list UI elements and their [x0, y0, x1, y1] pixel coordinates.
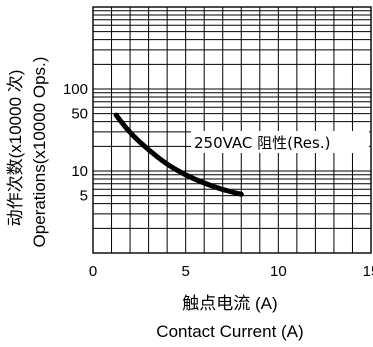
x-tick-label: 10: [270, 263, 287, 280]
series-layer: [113, 112, 244, 197]
y-tick-label: 100: [63, 81, 88, 98]
y-tick-label: 10: [71, 163, 88, 180]
y-axis-title-english: Operations(x10000 Ops.): [30, 57, 49, 248]
y-axis-title-chinese: 动作次数(x10000 次): [6, 70, 25, 227]
x-tick-label: 5: [181, 263, 189, 280]
y-tick-labels: 5 10 50 100: [63, 81, 88, 205]
x-tick-labels: 0 5 10 15: [89, 263, 373, 280]
x-tick-label: 0: [89, 263, 97, 280]
annotation-label: 250VAC 阻性(Res.): [194, 134, 330, 152]
y-tick-label: 50: [71, 106, 88, 123]
annotation-background: [191, 131, 369, 153]
grid: [92, 7, 372, 254]
y-tick-label: 5: [80, 188, 88, 205]
series-line: [113, 112, 244, 197]
x-axis-title-chinese: 触点电流 (A): [182, 294, 277, 313]
x-tick-label: 15: [363, 263, 373, 280]
plot-frame: [92, 6, 372, 254]
x-axis-title-english: Contact Current (A): [156, 322, 303, 341]
